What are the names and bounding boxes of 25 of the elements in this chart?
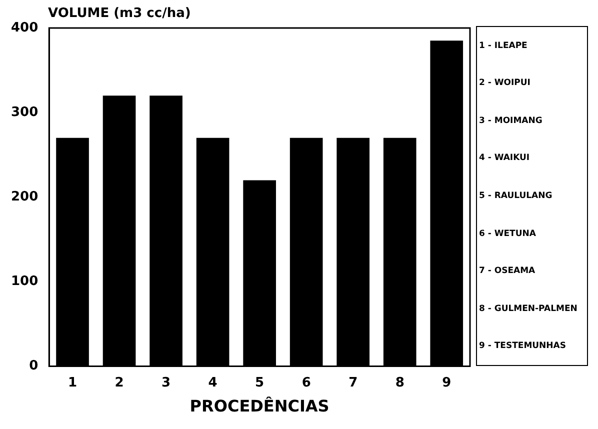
x-tick-label: 8 bbox=[395, 375, 404, 390]
x-tick-label: 1 bbox=[68, 375, 78, 390]
text: 9 - TESTEMUNHAS bbox=[479, 341, 567, 352]
text: 3 - MOIMANG bbox=[479, 116, 544, 126]
x-tick-label: 7 bbox=[348, 375, 358, 390]
y-axis-title: VOLUME (m3 cc/ha) bbox=[48, 6, 191, 21]
text: 7 - OSEAMA bbox=[479, 266, 536, 276]
text: 2 - WOIPUI bbox=[479, 78, 532, 88]
y-tick-label: 0 bbox=[29, 358, 38, 374]
text: 6 - WETUNA bbox=[479, 228, 537, 238]
y-tick-label: 400 bbox=[10, 20, 38, 36]
y-tick-label: 200 bbox=[10, 189, 38, 204]
x-tick-label: 9 bbox=[442, 375, 452, 390]
y-tick-label: 300 bbox=[10, 104, 38, 120]
text: 1 - ILEAPE bbox=[479, 40, 528, 51]
x-tick-label: 3 bbox=[162, 375, 171, 390]
x-tick-label: 2 bbox=[114, 375, 124, 390]
y-tick-label: 100 bbox=[10, 274, 38, 290]
text: 8 - GULMEN-PALMEN bbox=[479, 304, 578, 314]
x-tick-label: 4 bbox=[208, 375, 218, 390]
x-axis-title: PROCEDÊNCIAS bbox=[190, 396, 330, 416]
text: 4 - WAIKUI bbox=[479, 153, 531, 164]
x-tick-label: 5 bbox=[255, 375, 264, 390]
text: 5 - RAULULANG bbox=[479, 190, 554, 201]
x-tick-label: 6 bbox=[302, 375, 311, 390]
